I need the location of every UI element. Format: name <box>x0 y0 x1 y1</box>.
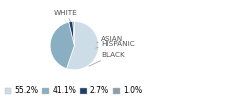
Text: WHITE: WHITE <box>54 10 78 22</box>
Text: ASIAN: ASIAN <box>97 36 123 43</box>
Wedge shape <box>50 22 74 69</box>
Wedge shape <box>69 21 74 46</box>
Wedge shape <box>73 21 74 46</box>
Text: HISPANIC: HISPANIC <box>96 41 135 48</box>
Legend: 55.2%, 41.1%, 2.7%, 1.0%: 55.2%, 41.1%, 2.7%, 1.0% <box>4 86 143 96</box>
Wedge shape <box>66 21 99 70</box>
Text: BLACK: BLACK <box>89 52 125 66</box>
